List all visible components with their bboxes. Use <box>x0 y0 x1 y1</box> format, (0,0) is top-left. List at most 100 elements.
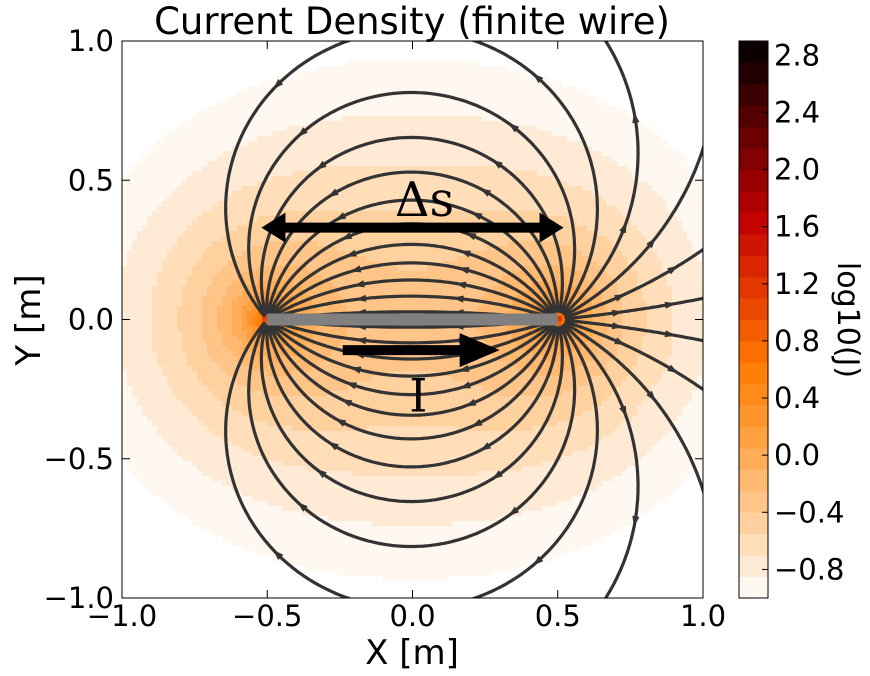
heat-cell <box>482 201 488 207</box>
heat-cell <box>377 236 383 242</box>
heat-cell <box>277 141 283 147</box>
heat-cell <box>532 171 538 177</box>
heat-cell <box>132 206 138 212</box>
heat-cell <box>297 111 303 117</box>
heat-cell <box>542 91 548 97</box>
heat-cell <box>647 236 653 242</box>
heat-cell <box>202 136 208 142</box>
heat-cell <box>267 86 273 92</box>
heat-cell <box>372 241 378 247</box>
heat-cell <box>152 191 158 197</box>
heat-cell <box>152 161 158 167</box>
heat-cell <box>647 231 653 237</box>
heat-cell <box>597 211 603 217</box>
heat-cell <box>222 56 228 62</box>
heat-cell <box>232 111 238 117</box>
heat-cell <box>522 196 528 202</box>
heat-cell <box>332 211 338 217</box>
heat-cell <box>197 251 203 257</box>
heat-cell <box>222 241 228 247</box>
heat-cell <box>487 81 493 87</box>
heat-cell <box>257 161 263 167</box>
heat-cell <box>632 76 638 82</box>
heat-cell <box>437 106 443 112</box>
heat-cell <box>652 41 658 47</box>
heat-cell <box>677 206 683 212</box>
heat-cell <box>582 41 588 47</box>
heat-cell <box>297 191 303 197</box>
heat-cell <box>632 96 638 102</box>
heat-cell <box>372 81 378 87</box>
heat-cell <box>622 96 628 102</box>
heat-cell <box>587 66 593 72</box>
heat-cell <box>467 236 473 242</box>
heat-cell <box>607 166 613 172</box>
heat-cell <box>402 46 408 52</box>
heat-cell <box>412 51 418 57</box>
heat-cell <box>622 71 628 77</box>
heat-cell <box>567 41 573 47</box>
heat-cell <box>302 171 308 177</box>
heat-cell <box>647 246 653 252</box>
heat-cell <box>462 181 468 187</box>
heat-cell <box>462 241 468 247</box>
heat-cell <box>212 201 218 207</box>
heat-cell <box>662 61 668 67</box>
heat-cell <box>642 201 648 207</box>
heat-cell <box>487 131 493 137</box>
heat-cell <box>602 151 608 157</box>
heat-cell <box>657 221 663 227</box>
heat-cell <box>692 241 698 247</box>
heat-cell <box>522 116 528 122</box>
heat-cell <box>142 211 148 217</box>
heat-cell <box>517 166 523 172</box>
heat-cell <box>377 166 383 172</box>
heat-cell <box>507 51 513 57</box>
heat-cell <box>637 246 643 252</box>
heat-cell <box>547 101 553 107</box>
heat-cell <box>622 106 628 112</box>
heat-cell <box>492 86 498 92</box>
heat-cell <box>592 131 598 137</box>
heat-cell <box>522 111 528 117</box>
heat-cell <box>307 156 313 162</box>
heat-cell <box>302 156 308 162</box>
heat-cell <box>502 76 508 82</box>
heat-cell <box>582 171 588 177</box>
heat-cell <box>557 171 563 177</box>
heat-cell <box>652 181 658 187</box>
heat-cell <box>447 96 453 102</box>
heat-cell <box>307 121 313 127</box>
heat-cell <box>362 241 368 247</box>
heat-cell <box>152 211 158 217</box>
heat-cell <box>277 96 283 102</box>
heat-cell <box>427 106 433 112</box>
heat-cell <box>412 156 418 162</box>
heat-cell <box>407 211 413 217</box>
heat-cell <box>662 81 668 87</box>
heat-cell <box>522 166 528 172</box>
heat-cell <box>607 236 613 242</box>
heat-cell <box>587 241 593 247</box>
heat-cell <box>127 146 133 152</box>
heat-cell <box>617 151 623 157</box>
heat-cell <box>532 116 538 122</box>
heat-cell <box>267 121 273 127</box>
heat-cell <box>552 51 558 57</box>
heat-cell <box>372 106 378 112</box>
heat-cell <box>327 236 333 242</box>
heat-cell <box>207 56 213 62</box>
heat-cell <box>512 71 518 77</box>
heat-cell <box>607 76 613 82</box>
heat-cell <box>487 236 493 242</box>
heat-cell <box>157 91 163 97</box>
heat-cell <box>202 96 208 102</box>
heat-cell <box>407 111 413 117</box>
heat-cell <box>167 96 173 102</box>
heat-cell <box>212 181 218 187</box>
heat-cell <box>242 106 248 112</box>
heat-cell <box>652 121 658 127</box>
heat-cell <box>597 46 603 52</box>
heat-cell <box>457 156 463 162</box>
heat-cell <box>372 166 378 172</box>
